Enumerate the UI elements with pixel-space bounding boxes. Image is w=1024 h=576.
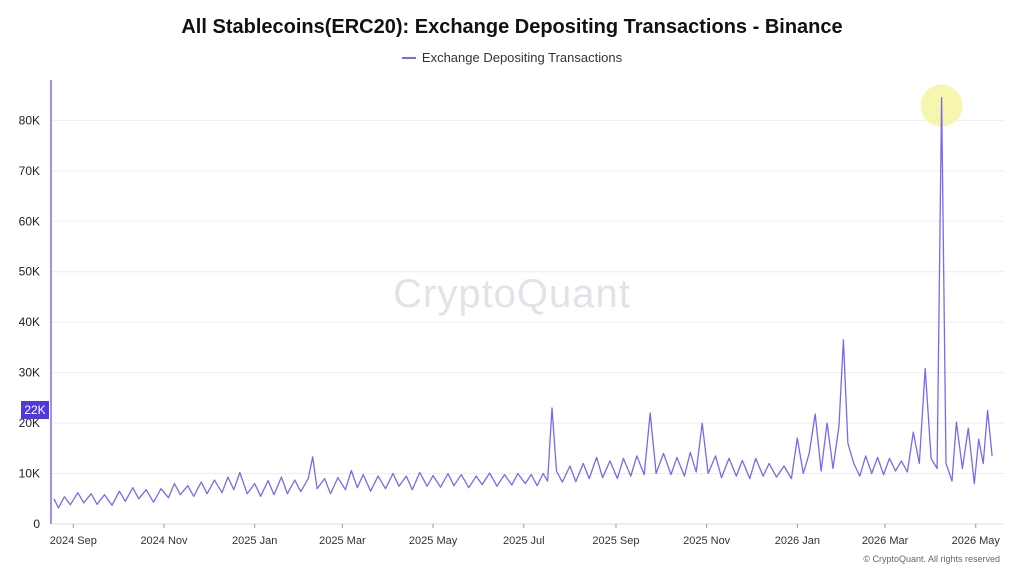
x-tick-label: 2025 Jul: [503, 535, 545, 547]
y-tick-label: 60K: [19, 214, 40, 228]
y-tick-label: 80K: [19, 113, 40, 127]
x-tick-label: 2025 Mar: [319, 535, 366, 547]
x-tick-label: 2025 Sep: [592, 535, 639, 547]
watermark: CryptoQuant: [393, 272, 631, 316]
y-tick-label: 0: [33, 517, 40, 531]
x-tick-label: 2024 Nov: [140, 535, 188, 547]
x-tick-label: 2026 May: [952, 535, 1001, 547]
legend[interactable]: Exchange Depositing Transactions: [0, 50, 1024, 65]
series-line: [53, 97, 993, 509]
y-tick-label: 10K: [19, 467, 40, 481]
y-tick-label: 50K: [19, 265, 40, 279]
x-tick-label: 2026 Mar: [862, 535, 909, 547]
y-tick-label: 40K: [19, 315, 40, 329]
current-value-badge: 22K: [21, 401, 49, 419]
copyright-notice: © CryptoQuant. All rights reserved: [863, 554, 1000, 564]
x-tick-label: 2025 Jan: [232, 535, 277, 547]
legend-label: Exchange Depositing Transactions: [421, 50, 623, 65]
x-tick-label: 2025 Nov: [683, 535, 731, 547]
chart-title: All Stablecoins(ERC20): Exchange Deposit…: [181, 16, 843, 38]
x-tick-label: 2024 Sep: [50, 535, 97, 547]
y-tick-label: 20K: [19, 416, 40, 430]
y-tick-label: 70K: [19, 164, 40, 178]
y-tick-label: 30K: [19, 366, 40, 380]
x-tick-label: 2025 May: [409, 535, 458, 547]
legend-swatch: [401, 56, 416, 59]
x-tick-label: 2026 Jan: [775, 535, 820, 547]
